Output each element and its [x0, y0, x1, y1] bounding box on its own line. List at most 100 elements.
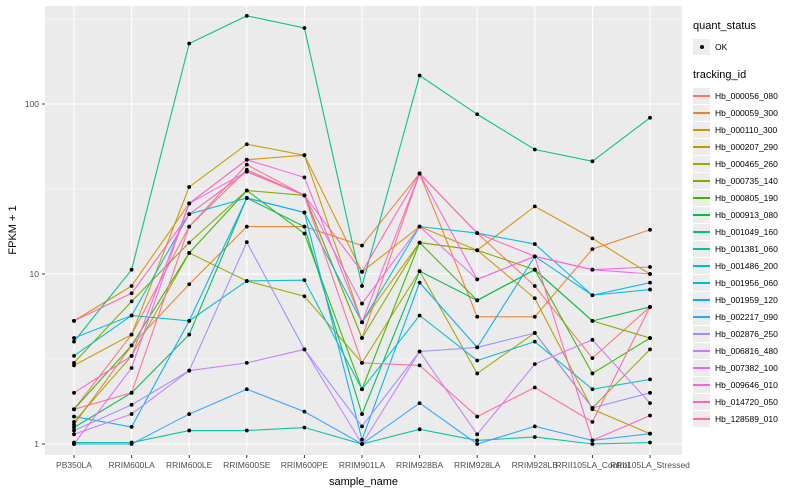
legend-item-Hb_001381_060: Hb_001381_060 [693, 240, 800, 257]
data-point [360, 320, 364, 325]
legend-item-Hb_000059_300: Hb_000059_300 [693, 104, 800, 121]
legend-key-line-icon [693, 359, 710, 376]
legend-item-Hb_009646_010: Hb_009646_010 [693, 376, 800, 393]
legend-label: Hb_000059_300 [715, 107, 778, 118]
data-point [302, 193, 307, 198]
legend-key-line-icon [693, 155, 710, 172]
data-point [475, 314, 480, 319]
data-point [244, 196, 249, 200]
data-point [360, 360, 364, 365]
data-point [129, 402, 134, 407]
data-point [417, 171, 422, 176]
data-point [129, 390, 134, 395]
data-point [532, 147, 537, 152]
panel-background [45, 6, 682, 455]
data-point [244, 188, 249, 193]
data-point [417, 349, 422, 354]
data-point [129, 343, 134, 348]
data-point [590, 406, 595, 410]
legend-label: Hb_002876_250 [715, 328, 778, 339]
legend-label: Hb_001956_060 [715, 277, 778, 288]
data-point [648, 377, 652, 382]
data-point [532, 204, 537, 209]
legend-key-line-icon [693, 308, 710, 325]
legend-label: Hb_009646_010 [715, 379, 778, 390]
data-point [532, 339, 537, 344]
data-point [302, 210, 307, 215]
x-tick-label: PB350LA [56, 460, 92, 470]
data-point [129, 412, 134, 416]
legend-key-line-icon [693, 138, 710, 155]
legend-label: Hb_007382_100 [715, 362, 778, 373]
data-point [187, 332, 192, 337]
data-point [302, 26, 307, 30]
data-point [532, 435, 537, 439]
tracking-id-legend-title: tracking_id [693, 69, 747, 81]
data-point [360, 243, 364, 248]
data-point [129, 353, 134, 358]
data-point [648, 413, 652, 418]
data-point [244, 428, 249, 433]
legend-label: OK [715, 41, 728, 52]
legend-key-line-icon [693, 325, 710, 342]
data-point [590, 337, 595, 342]
data-point [532, 284, 537, 288]
x-tick-label: RRIM928LB [512, 460, 559, 470]
data-point [417, 363, 422, 368]
legend-label: Hb_006816_480 [715, 345, 778, 356]
data-point [72, 339, 76, 344]
data-point [72, 422, 76, 427]
data-point [648, 280, 652, 285]
legend-label: Hb_000805_190 [715, 192, 778, 203]
data-point [648, 227, 652, 232]
legend-key-line-icon [693, 121, 710, 138]
data-point [129, 442, 134, 446]
x-tick-label: RRIM600PE [281, 460, 329, 470]
data-point [244, 240, 249, 245]
legend-key-line-icon [693, 189, 710, 206]
data-point [72, 428, 76, 433]
data-point [417, 224, 422, 229]
data-point [590, 438, 595, 443]
data-point [532, 267, 537, 272]
x-tick-label: RRIM600LA [108, 460, 155, 470]
data-point [532, 362, 537, 367]
legend-item-quant-status: OK [693, 38, 800, 55]
legend-key-line-icon [693, 291, 710, 308]
data-point [475, 248, 480, 253]
data-point [475, 414, 480, 419]
legend-label: Hb_014720_050 [715, 396, 778, 407]
legend-item-Hb_128589_010: Hb_128589_010 [693, 410, 800, 427]
data-point [360, 387, 364, 392]
data-point [417, 280, 422, 285]
legend-label: Hb_000465_260 [715, 158, 778, 169]
legend-label: Hb_002217_090 [715, 311, 778, 322]
legend-key-line-icon [693, 223, 710, 240]
data-point [72, 336, 76, 340]
data-point [417, 269, 422, 274]
legend-key-line-icon [693, 342, 710, 359]
x-tick-label: RRIM928BA [396, 460, 444, 470]
x-tick-label: RRII105LA_Stressed [610, 460, 690, 470]
data-point [302, 278, 307, 283]
quant-status-legend-title: quant_status [693, 20, 756, 32]
data-point [129, 284, 134, 288]
data-point [648, 272, 652, 276]
data-point [648, 336, 652, 340]
quant-status-legend: quant_status OK [693, 20, 800, 55]
y-tick-label: 10 [30, 269, 40, 279]
data-point [475, 231, 480, 236]
data-point [129, 366, 134, 370]
data-point [590, 356, 595, 361]
data-point [475, 442, 480, 446]
data-point [72, 407, 76, 412]
data-point [302, 175, 307, 180]
x-axis-title: sample_name [328, 476, 399, 488]
data-point [475, 345, 480, 350]
data-point [302, 425, 307, 430]
legend: quant_status OK tracking_id Hb_000056_08… [693, 20, 800, 441]
legend-item-Hb_002876_250: Hb_002876_250 [693, 325, 800, 342]
data-point [417, 401, 422, 406]
data-point [129, 299, 134, 304]
